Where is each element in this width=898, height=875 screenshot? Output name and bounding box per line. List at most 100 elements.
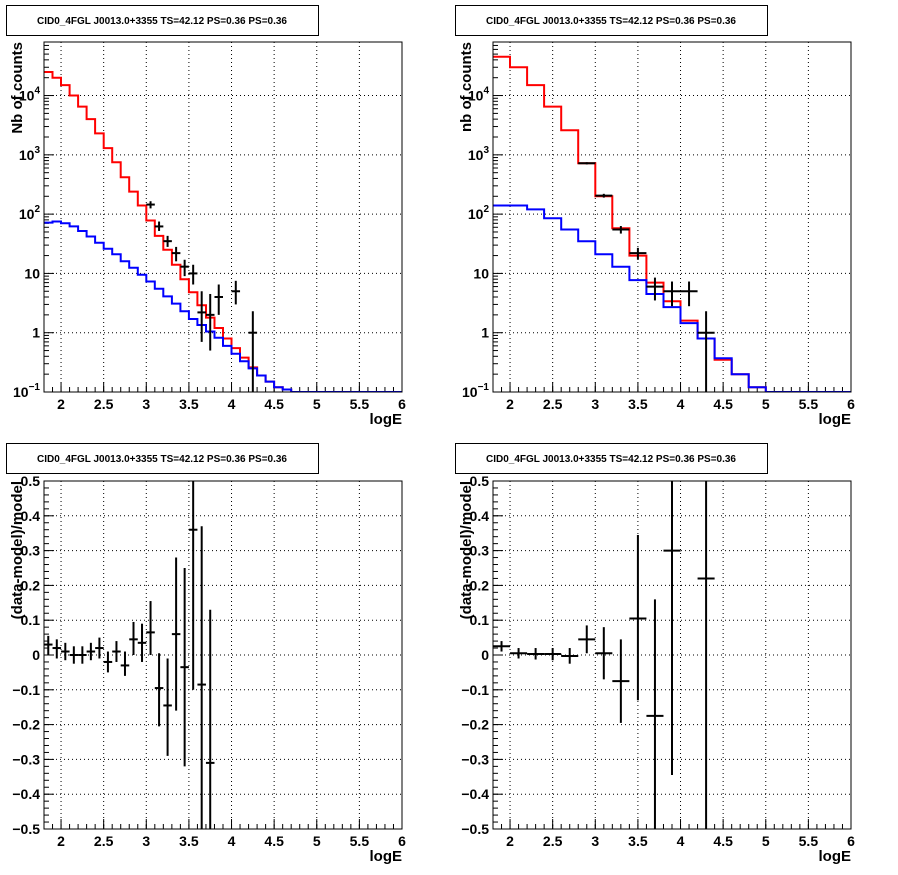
data-point (248, 311, 258, 392)
data-point (205, 293, 215, 351)
data-point (646, 599, 664, 829)
y-tick-label: 0.1 (470, 612, 490, 628)
x-tick-label: 4.5 (713, 833, 733, 849)
data-point (510, 648, 528, 659)
x-tick-label: 4 (228, 833, 236, 849)
plot-area (44, 71, 402, 392)
x-tick-label: 5.5 (799, 833, 819, 849)
y-tick-label: −0.4 (461, 786, 489, 802)
chart-panel-bottom-right: CID0_4FGL J0013.0+3355 TS=42.12 PS=0.36 … (455, 443, 855, 865)
data-point (544, 648, 562, 661)
y-tick-label: −0.3 (461, 751, 489, 767)
y-tick-label: −0.1 (461, 682, 489, 698)
y-tick-label: 0.4 (21, 508, 41, 524)
plot-area (493, 55, 851, 392)
data-point (188, 264, 198, 285)
data-point (578, 162, 596, 165)
x-tick-label: 3 (142, 833, 150, 849)
x-tick-label: 3 (142, 396, 150, 412)
y-tick-label: 0.2 (21, 577, 41, 593)
data-point (103, 651, 113, 673)
y-tick-label: 104 (19, 86, 41, 104)
x-tick-label: 4 (228, 396, 236, 412)
x-tick-label: 2.5 (94, 833, 114, 849)
data-point (154, 221, 164, 231)
x-tick-label: 3.5 (628, 833, 648, 849)
data-point (146, 601, 155, 655)
data-point (188, 481, 198, 690)
title-box (6, 443, 319, 474)
data-point (697, 481, 715, 829)
model-histogram-line (493, 55, 851, 392)
plot-frame (43, 41, 403, 393)
chart-panel-bottom-left: CID0_4FGL J0013.0+3355 TS=42.12 PS=0.36 … (6, 443, 406, 865)
data-point (129, 621, 138, 655)
y-tick-label: 0.5 (470, 473, 490, 489)
x-tick-label: 3.5 (179, 833, 199, 849)
y-tick-label: −0.2 (12, 717, 40, 733)
data-point (120, 651, 130, 676)
y-tick-label: 0.3 (470, 543, 490, 559)
data-point (214, 284, 223, 315)
data-point (629, 247, 647, 260)
data-point (595, 627, 613, 680)
x-tick-label: 2 (57, 833, 65, 849)
chart-title: CID0_4FGL J0013.0+3355 TS=42.12 PS=0.36 … (486, 16, 736, 27)
chart-panel-top-right: CID0_4FGL J0013.0+3355 TS=42.12 PS=0.36 … (455, 5, 855, 428)
x-tick-label: 5.5 (350, 833, 370, 849)
x-tick-label: 4 (677, 833, 685, 849)
y-tick-label: 0.1 (21, 612, 41, 628)
data-point (86, 642, 96, 661)
data-point (561, 648, 579, 664)
x-tick-label: 5.5 (799, 396, 819, 412)
plot-frame (492, 480, 852, 830)
x-tick-label: 4.5 (713, 396, 733, 412)
x-tick-label: 6 (398, 833, 406, 849)
data-point (629, 534, 647, 701)
x-tick-label: 6 (847, 396, 855, 412)
data-point (197, 526, 206, 829)
data-point (663, 281, 681, 307)
x-tick-label: 3 (591, 833, 599, 849)
data-point (527, 648, 545, 660)
data-point (697, 311, 715, 392)
data-point (180, 259, 189, 277)
y-tick-label: 103 (468, 145, 490, 163)
y-tick-label: 10 (24, 265, 40, 281)
x-axis-label: logE (819, 411, 852, 428)
x-tick-label: 4 (677, 396, 685, 412)
model-histogram-line (44, 71, 402, 392)
title-box (6, 5, 319, 36)
data-point (578, 625, 596, 654)
title-box (455, 443, 768, 474)
data-point (612, 639, 630, 723)
y-tick-label: 0.4 (470, 508, 490, 524)
y-axis-label: nb of counts (458, 42, 475, 132)
data-point (163, 658, 172, 756)
data-point (69, 646, 79, 664)
y-tick-label: 103 (19, 145, 41, 163)
model-histogram-line (493, 204, 851, 392)
y-tick-label: −0.4 (12, 786, 40, 802)
y-tick-label: 104 (468, 86, 490, 104)
y-tick-label: 1 (32, 325, 40, 341)
x-tick-label: 3.5 (628, 396, 648, 412)
x-tick-label: 2.5 (94, 396, 114, 412)
y-tick-label: 10 (473, 265, 489, 281)
data-point (163, 235, 172, 247)
x-tick-label: 5 (762, 396, 770, 412)
y-axis-label: Nb of counts (9, 42, 26, 134)
x-axis-label: logE (370, 848, 403, 865)
y-tick-label: 0.2 (470, 577, 490, 593)
y-tick-label: −0.3 (12, 751, 40, 767)
data-point (44, 635, 53, 655)
data-point (231, 280, 241, 305)
data-point (663, 481, 681, 776)
y-tick-label: 1 (481, 325, 489, 341)
data-point (171, 557, 181, 711)
y-tick-label: 102 (468, 204, 490, 222)
x-tick-label: 2.5 (543, 396, 563, 412)
y-tick-label: 0.3 (21, 543, 41, 559)
x-tick-label: 4.5 (264, 396, 284, 412)
